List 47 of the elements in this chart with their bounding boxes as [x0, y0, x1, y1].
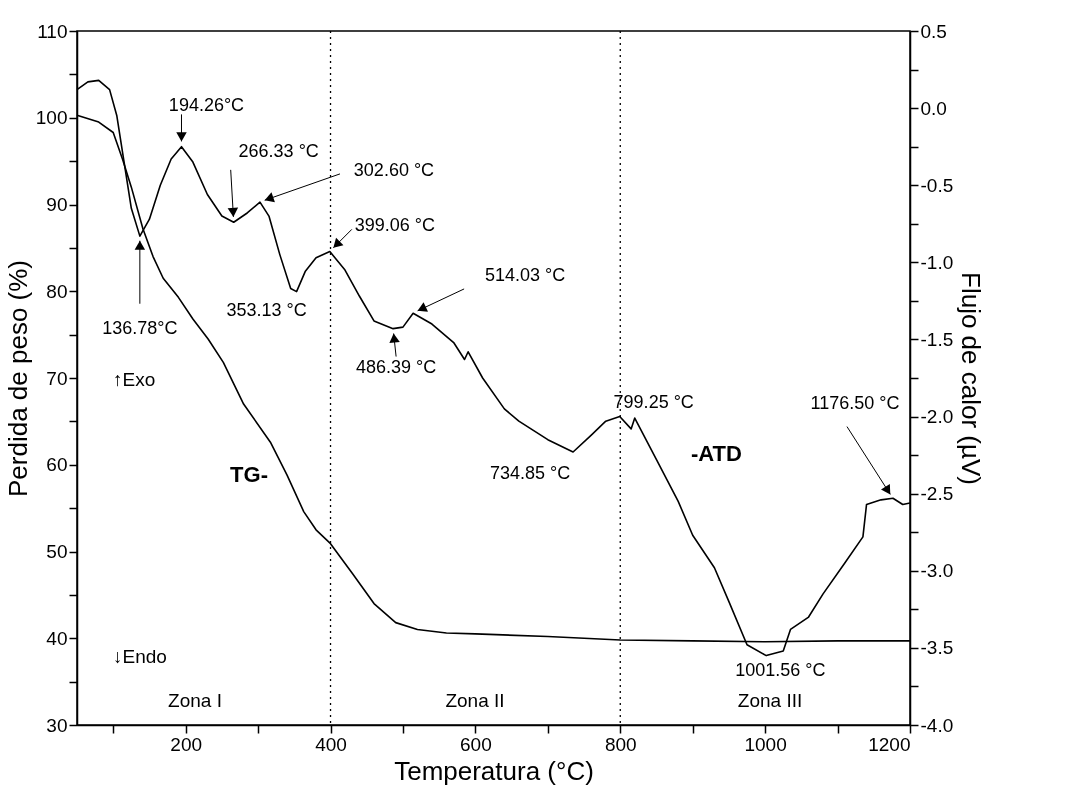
y-tick-label: 110 — [37, 20, 68, 42]
annotation: 799.25 °C — [613, 392, 694, 413]
x-tick-label: 400 — [315, 733, 347, 755]
y2-tick-label: -2.0 — [920, 406, 954, 428]
y-tick-label: 80 — [46, 280, 68, 302]
y-tick-label: 40 — [46, 627, 68, 649]
y-tick-label: 90 — [46, 194, 68, 215]
y2-tick-label: -4.0 — [920, 714, 954, 736]
annotation: 734.85 °C — [489, 462, 571, 483]
y2-axis-title: Flujo de calor (µV) — [956, 272, 987, 485]
annotation: Zona II — [445, 690, 505, 711]
x-axis-title: Temperatura (°C) — [394, 755, 594, 786]
annotation: 1001.56 °C — [735, 659, 826, 680]
y-axis-title: Perdida de peso (%) — [2, 259, 33, 498]
annotation: Zona III — [737, 690, 803, 711]
annotation: 302.60 °C — [353, 159, 435, 180]
y2-tick-label: -2.5 — [920, 483, 954, 505]
x-tick-label: 1200 — [868, 733, 911, 755]
y-tick-label: 30 — [46, 714, 68, 736]
y2-tick-label: -3.0 — [920, 560, 954, 582]
annotation: 136.78°C — [102, 317, 178, 338]
series-label: TG- — [230, 462, 269, 488]
x-tick-label: 1000 — [744, 733, 787, 755]
annotation: 399.06 °C — [354, 215, 435, 236]
annotation: ↑Exo — [113, 369, 156, 390]
annotation: 353.13 °C — [226, 300, 307, 321]
y-tick-label: 50 — [46, 541, 68, 562]
annotation: 194.26°C — [168, 95, 245, 116]
series-label: -ATD — [691, 440, 742, 466]
y2-tick-label: -1.0 — [920, 251, 954, 273]
annotation: 514.03 °C — [484, 264, 566, 285]
x-tick-label: 200 — [170, 733, 202, 755]
y2-tick-label: 0.5 — [920, 20, 947, 42]
annotation: 1176.50 °C — [810, 392, 900, 413]
x-tick-label: 800 — [604, 733, 637, 755]
annotation: 486.39 °C — [355, 356, 437, 377]
y2-tick-label: -0.5 — [920, 174, 954, 196]
y-tick-label: 100 — [35, 107, 68, 129]
annotation: 266.33 °C — [238, 140, 319, 161]
annotation: ↓Endo — [113, 646, 167, 667]
y2-tick-label: -3.5 — [920, 637, 954, 659]
annotation: Zona I — [168, 690, 222, 711]
y-tick-label: 60 — [46, 454, 68, 476]
y2-tick-label: -1.5 — [920, 328, 954, 350]
y-tick-label: 70 — [46, 367, 68, 389]
x-tick-label: 600 — [460, 733, 492, 755]
y2-tick-label: 0.0 — [920, 97, 947, 119]
